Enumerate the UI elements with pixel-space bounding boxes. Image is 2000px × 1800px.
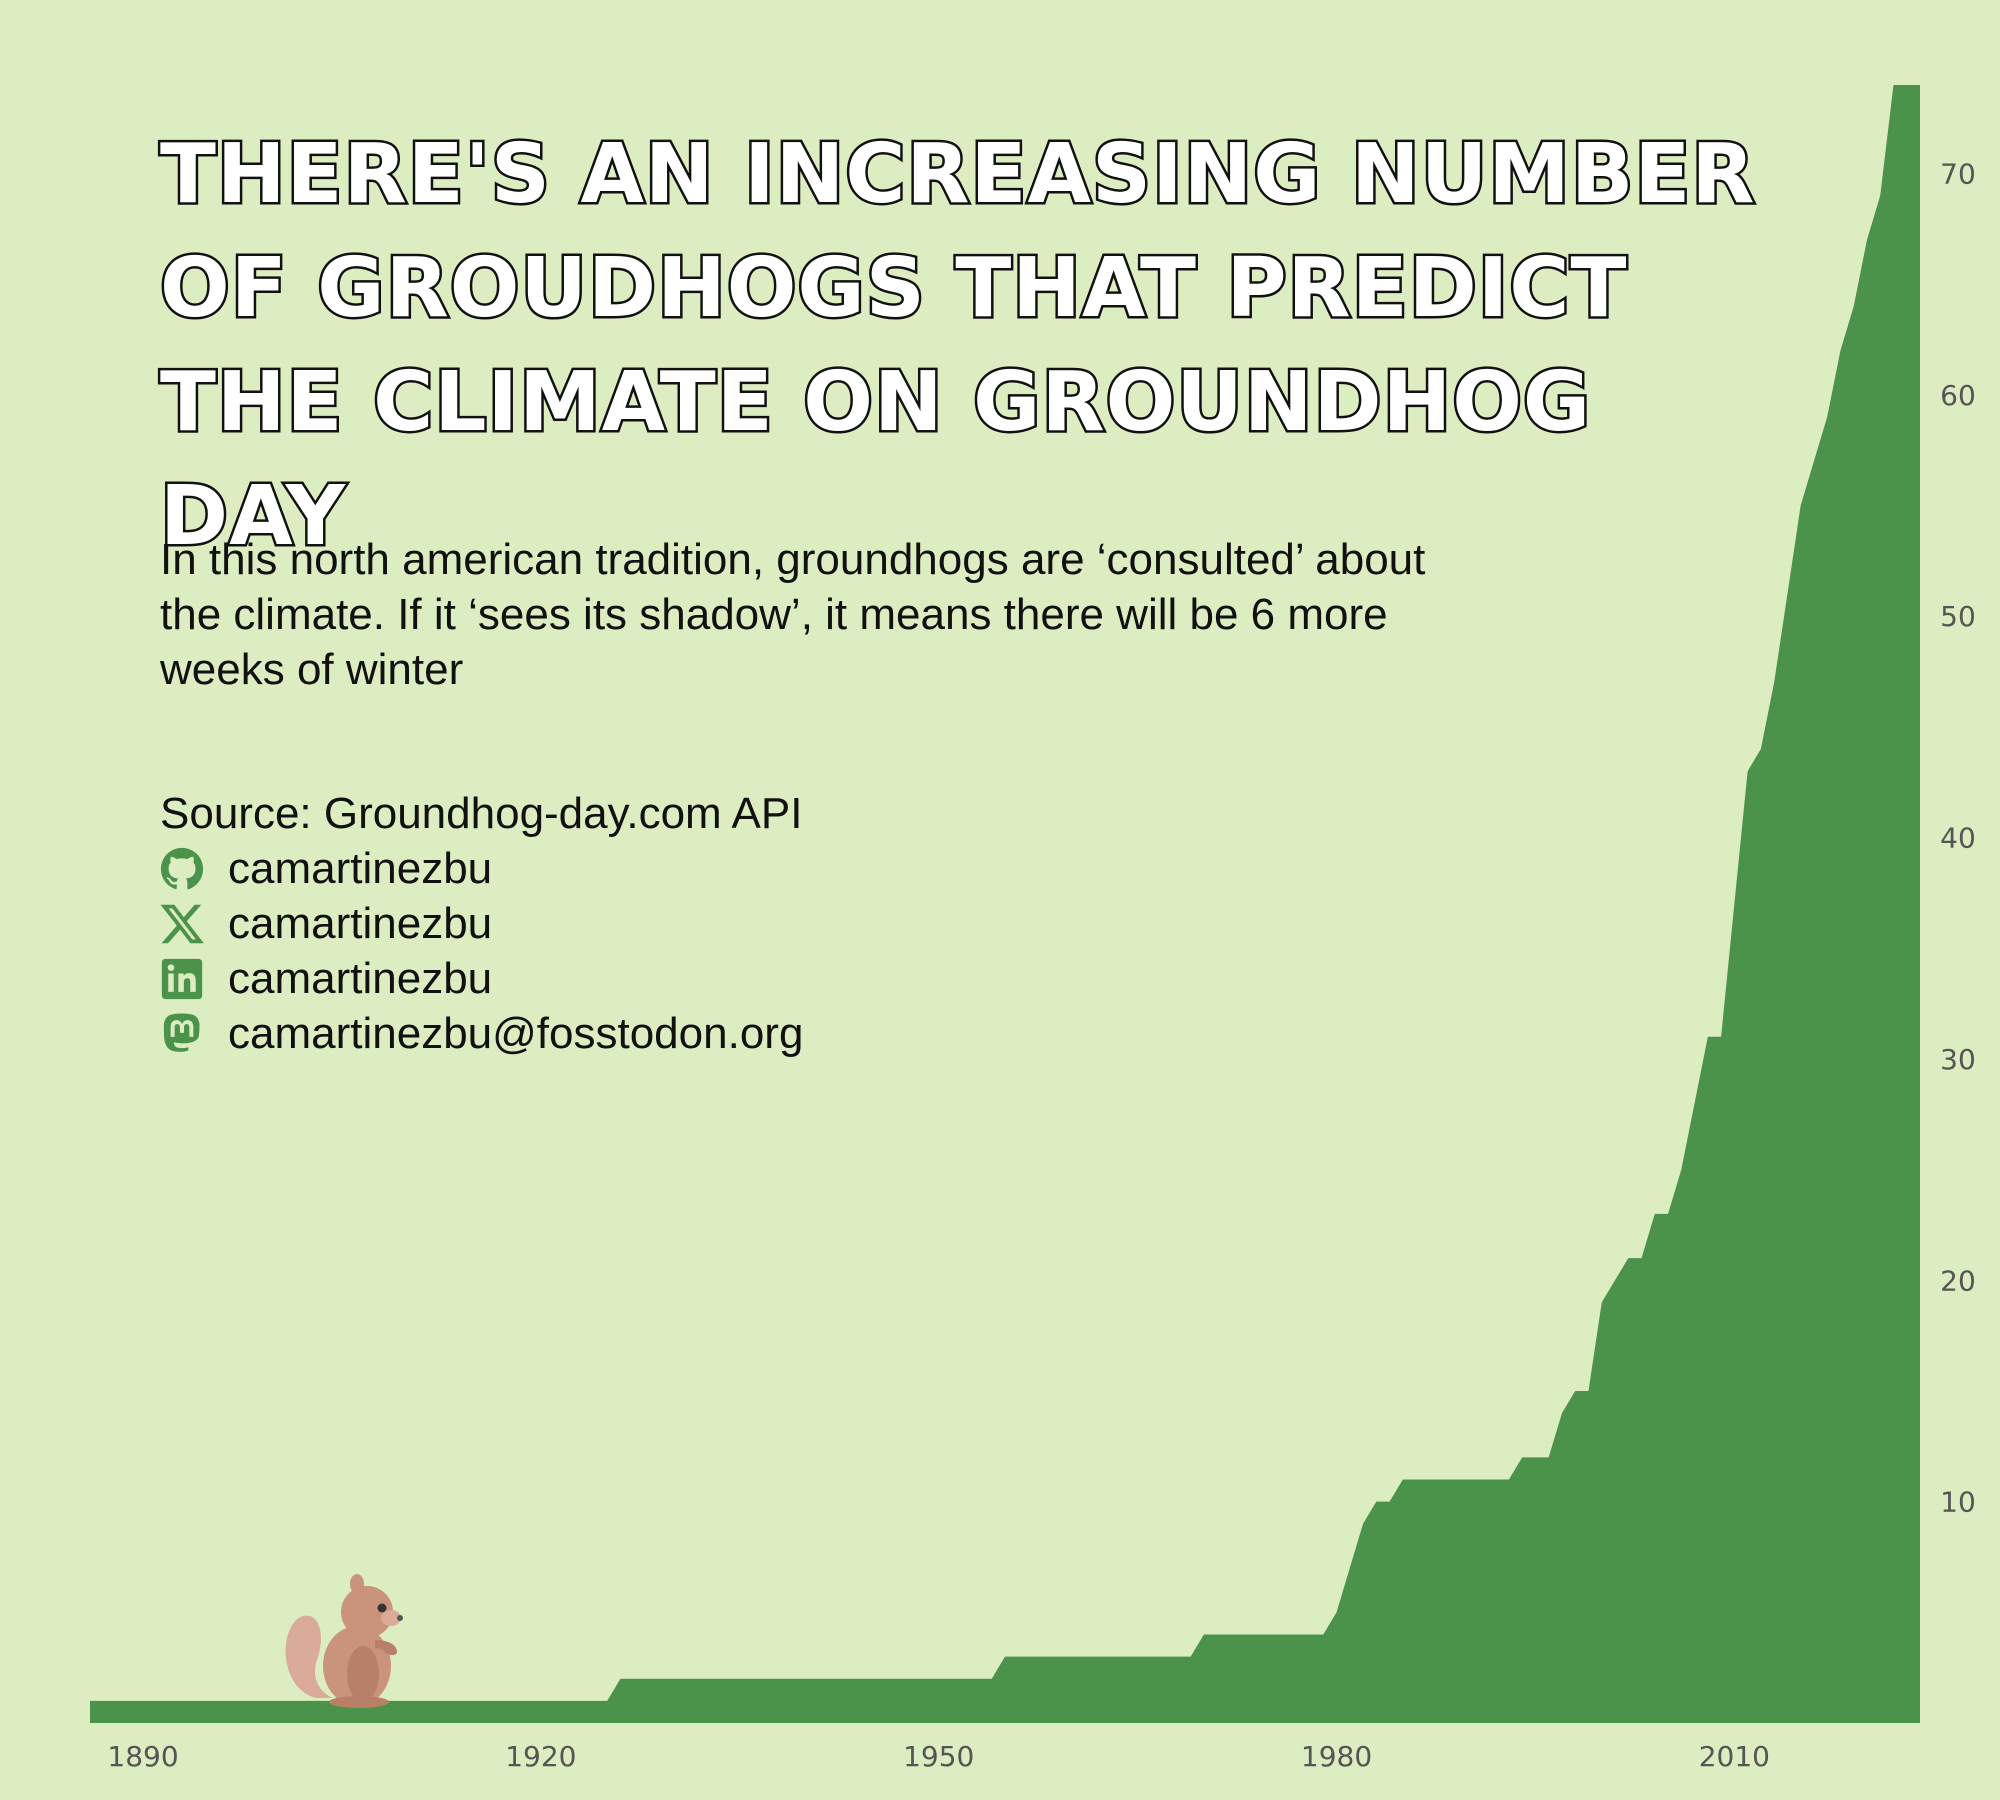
mastodon-icon xyxy=(160,1012,204,1056)
social-mastodon: camartinezbu@fosstodon.org xyxy=(160,1006,803,1061)
social-github: camartinezbu xyxy=(160,841,803,896)
y-tick-label: 10 xyxy=(1940,1486,1976,1519)
squirrel-icon xyxy=(285,1574,403,1708)
y-tick-label: 70 xyxy=(1940,158,1976,191)
chart-subtitle: In this north american tradition, ground… xyxy=(160,535,1426,694)
y-tick-label: 60 xyxy=(1940,379,1976,412)
y-axis-ticks: 10 20 30 40 50 60 70 xyxy=(1940,158,1976,1519)
source-line: Source: Groundhog-day.com API xyxy=(160,786,803,841)
y-tick-label: 30 xyxy=(1940,1043,1976,1076)
y-tick-label: 50 xyxy=(1940,600,1976,633)
linkedin-icon xyxy=(160,957,204,1001)
x-tick-label: 1890 xyxy=(107,1740,178,1773)
x-axis-ticks: 1890 1920 1950 1980 2010 xyxy=(107,1740,1770,1773)
x-tick-label: 1980 xyxy=(1301,1740,1372,1773)
y-tick-label: 40 xyxy=(1940,822,1976,855)
area-series xyxy=(90,85,1920,1723)
social-linkedin: camartinezbu xyxy=(160,951,803,1006)
x-tick-label: 1920 xyxy=(505,1740,576,1773)
x-tick-label: 2010 xyxy=(1699,1740,1770,1773)
x-handle: camartinezbu xyxy=(228,899,493,948)
linkedin-handle: camartinezbu xyxy=(228,954,493,1003)
chart-title: There's an increasing number of groudhog… xyxy=(158,125,1758,567)
y-tick-label: 20 xyxy=(1940,1264,1976,1297)
source-text: Source: Groundhog-day.com API xyxy=(160,789,803,838)
github-handle: camartinezbu xyxy=(228,844,493,893)
social-x: camartinezbu xyxy=(160,896,803,951)
caption: Source: Groundhog-day.com API camartinez… xyxy=(160,786,803,1061)
x-tick-label: 1950 xyxy=(903,1740,974,1773)
github-icon xyxy=(160,847,204,891)
mastodon-handle: camartinezbu@fosstodon.org xyxy=(228,1009,804,1058)
x-icon xyxy=(160,902,204,946)
